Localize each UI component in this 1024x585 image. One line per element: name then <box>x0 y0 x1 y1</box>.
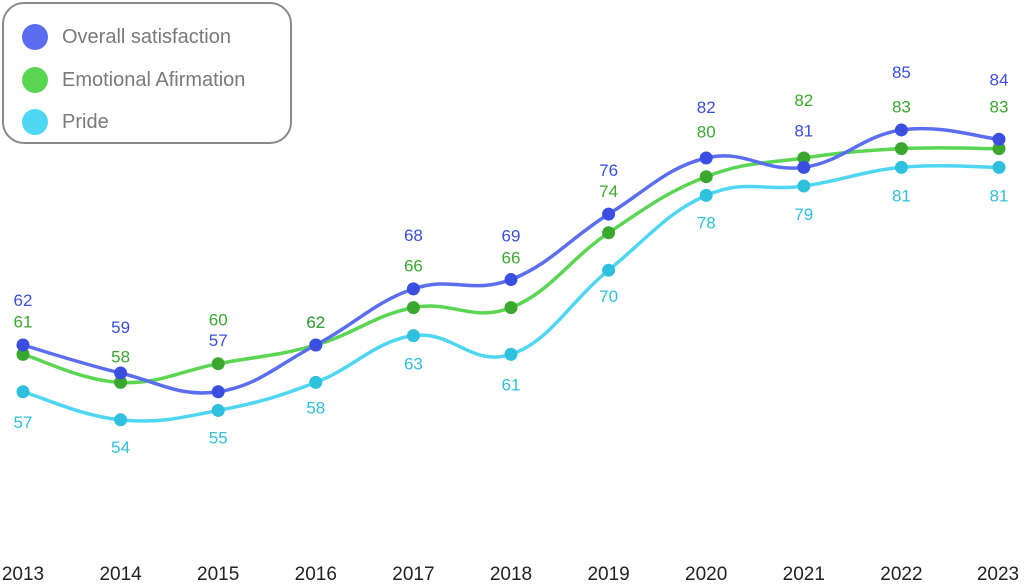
x-tick-2017: 2017 <box>392 564 434 585</box>
data-label-pride-2021: 79 <box>794 205 813 224</box>
data-point-pride-2016 <box>309 375 323 389</box>
x-tick-2016: 2016 <box>295 564 337 585</box>
data-label-pride-2013: 57 <box>14 413 33 432</box>
data-label-pride-2018: 61 <box>502 375 521 394</box>
data-label-overall-satisfaction-2014: 59 <box>111 318 130 337</box>
data-label-overall-satisfaction-2022: 85 <box>892 63 911 82</box>
data-point-emotional-afirmation-2018 <box>504 301 518 315</box>
legend-item-overall-satisfaction: Overall satisfaction <box>22 22 231 52</box>
data-point-pride-2018 <box>504 347 518 361</box>
data-point-emotional-afirmation-2020 <box>699 170 713 184</box>
data-point-overall-satisfaction-2022 <box>894 123 908 137</box>
x-tick-2023: 2023 <box>977 564 1019 585</box>
data-point-pride-2023 <box>992 160 1006 174</box>
data-point-emotional-afirmation-2022 <box>894 142 908 156</box>
data-label-pride-2014: 54 <box>111 438 130 457</box>
data-point-pride-2019 <box>602 263 616 277</box>
data-label-overall-satisfaction-2023: 84 <box>990 70 1009 89</box>
legend-label: Overall satisfaction <box>62 25 231 48</box>
data-label-overall-satisfaction-2017: 68 <box>404 226 423 245</box>
series-points <box>16 123 1006 427</box>
data-point-overall-satisfaction-2017 <box>406 282 420 296</box>
x-axis: 2013 2014 2015 2016 2017 2018 2019 2020 2021 2022… <box>2 564 1019 585</box>
data-label-overall-satisfaction-2015: 57 <box>209 331 228 350</box>
data-label-pride-2023: 81 <box>990 186 1009 205</box>
data-point-pride-2020 <box>699 188 713 202</box>
data-label-emotional-afirmation-2022: 83 <box>892 98 911 117</box>
data-point-overall-satisfaction-2019 <box>602 207 616 221</box>
data-label-pride-2015: 55 <box>209 428 228 447</box>
data-label-emotional-afirmation-2019: 74 <box>599 182 618 201</box>
x-tick-2020: 2020 <box>685 564 727 585</box>
data-point-pride-2017 <box>406 329 420 343</box>
data-label-emotional-afirmation-2013: 61 <box>14 312 33 331</box>
x-tick-2014: 2014 <box>99 564 142 585</box>
data-point-overall-satisfaction-2014 <box>114 366 128 380</box>
data-label-emotional-afirmation-2018: 66 <box>502 249 521 268</box>
data-label-pride-2016: 58 <box>306 398 325 417</box>
legend-marker <box>22 24 48 50</box>
data-point-emotional-afirmation-2013 <box>16 347 30 361</box>
data-point-emotional-afirmation-2014 <box>114 375 128 389</box>
data-label-overall-satisfaction-2018: 69 <box>502 227 521 246</box>
data-point-emotional-afirmation-2021 <box>797 151 811 165</box>
data-point-pride-2014 <box>114 413 128 427</box>
x-tick-2018: 2018 <box>490 564 532 585</box>
data-label-emotional-afirmation-2017: 66 <box>404 257 423 276</box>
data-label-overall-satisfaction-2016: 62 <box>306 313 325 332</box>
data-label-overall-satisfaction-2019: 76 <box>599 161 618 180</box>
x-tick-2019: 2019 <box>587 564 629 585</box>
data-point-emotional-afirmation-2017 <box>406 301 420 315</box>
data-point-emotional-afirmation-2019 <box>602 226 616 240</box>
legend: Overall satisfaction Emotional Afirmatio… <box>2 2 292 144</box>
data-label-overall-satisfaction-2013: 62 <box>14 291 33 310</box>
x-tick-2015: 2015 <box>197 564 239 585</box>
legend-label: Pride <box>62 110 109 133</box>
data-label-emotional-afirmation-2023: 83 <box>990 98 1009 117</box>
data-label-pride-2019: 70 <box>599 287 618 306</box>
data-point-pride-2021 <box>797 179 811 193</box>
data-point-pride-2013 <box>16 385 30 399</box>
data-label-overall-satisfaction-2020: 82 <box>697 98 716 117</box>
data-label-overall-satisfaction-2021: 81 <box>794 121 813 140</box>
legend-label: Emotional Afirmation <box>62 68 246 91</box>
data-label-emotional-afirmation-2020: 80 <box>697 123 716 142</box>
data-point-overall-satisfaction-2015 <box>211 385 225 399</box>
x-tick-2022: 2022 <box>880 564 922 585</box>
data-label-pride-2022: 81 <box>892 186 911 205</box>
data-point-emotional-afirmation-2015 <box>211 357 225 371</box>
data-point-overall-satisfaction-2016 <box>309 338 323 352</box>
x-tick-2021: 2021 <box>783 564 825 585</box>
data-point-pride-2022 <box>894 160 908 174</box>
data-point-overall-satisfaction-2021 <box>797 160 811 174</box>
data-label-emotional-afirmation-2021: 82 <box>794 91 813 110</box>
data-point-pride-2015 <box>211 403 225 417</box>
x-tick-2013: 2013 <box>2 564 44 585</box>
legend-marker <box>22 67 48 93</box>
data-label-emotional-afirmation-2015: 60 <box>209 311 228 330</box>
data-label-emotional-afirmation-2014: 58 <box>111 347 130 366</box>
data-label-pride-2017: 63 <box>404 355 423 374</box>
data-label-emotional-afirmation-2016: 62 <box>306 313 325 332</box>
legend-item-emotional-afirmation: Emotional Afirmation <box>22 65 245 95</box>
data-label-pride-2020: 78 <box>697 213 716 232</box>
data-point-emotional-afirmation-2023 <box>992 142 1006 156</box>
data-point-overall-satisfaction-2023 <box>992 132 1006 146</box>
legend-item-pride: Pride <box>22 107 109 137</box>
data-point-overall-satisfaction-2020 <box>699 151 713 165</box>
data-point-overall-satisfaction-2013 <box>16 338 30 352</box>
data-point-overall-satisfaction-2018 <box>504 273 518 287</box>
legend-marker <box>22 109 48 135</box>
